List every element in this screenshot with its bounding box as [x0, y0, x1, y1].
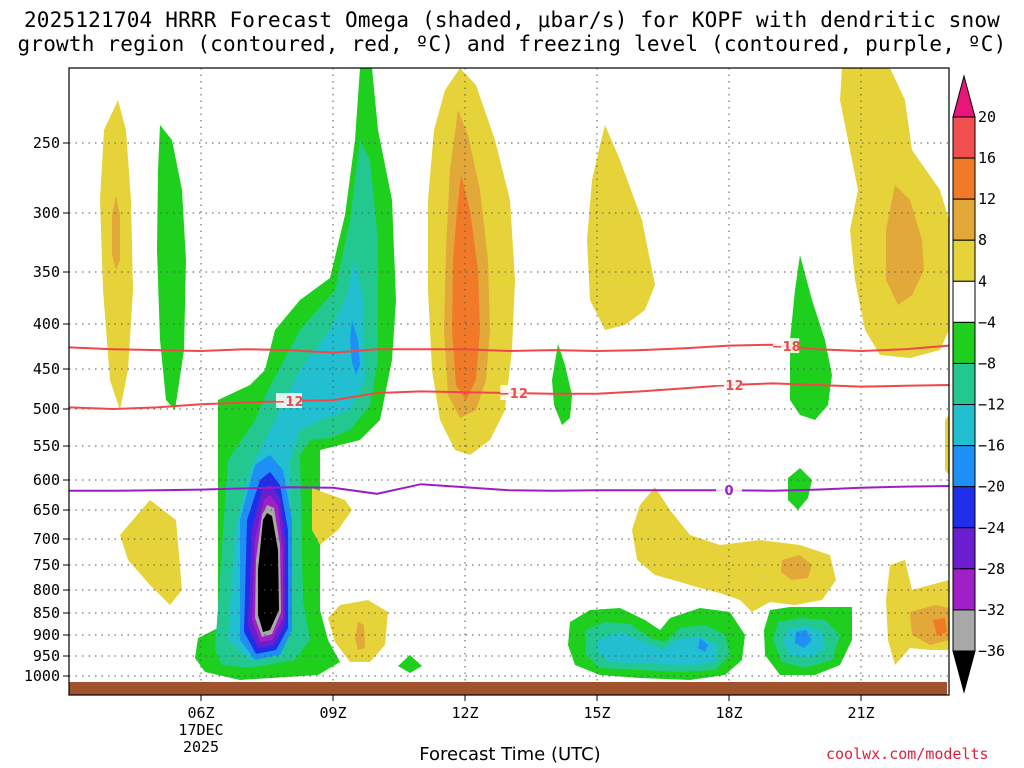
x-tick-label-12Z: 12Z — [451, 704, 478, 722]
isotherm-line-2 — [69, 483, 949, 495]
contour-label-bg-1-1 — [500, 385, 527, 401]
y-tick-label-350: 350 — [33, 263, 60, 281]
colorbar-bottom-arrow — [952, 650, 976, 694]
y-tick-label-700: 700 — [33, 530, 60, 548]
colorbar-box-m12_m8 — [952, 362, 976, 406]
omega-region-m20_m16-28 — [698, 638, 708, 652]
omega-region-m20_m16-3 — [350, 320, 360, 375]
y-tick-label-650: 650 — [33, 501, 60, 519]
x-axis-title: Forecast Time (UTC) — [419, 744, 601, 765]
colorbar-label-5: −4 — [978, 313, 996, 331]
y-tick-label-1000: 1000 — [24, 667, 60, 685]
contour-label-bg-1-0 — [276, 393, 302, 408]
plot-frame — [68, 67, 950, 696]
colorbar-box-m32_m28 — [952, 568, 976, 611]
y-tick-label-400: 400 — [33, 315, 60, 333]
pressure-axis: 250 300 350 400 450 500 550 600 650 700 750 800 850 9… — [24, 134, 69, 685]
omega-region-4_8-17 — [312, 488, 352, 545]
colorbar-label-9: −20 — [978, 478, 1005, 496]
y-tick-label-500: 500 — [33, 400, 60, 418]
chart-title: 2025121704 HRRR Forecast Omega (shaded, … — [0, 8, 1024, 56]
contour-label-1-2: −12 — [715, 379, 744, 394]
colorbar-box-m24_m20 — [952, 486, 976, 529]
x-tick-date: 17DEC — [178, 721, 223, 739]
colorbar-box-16_20 — [952, 116, 976, 159]
source-credit: coolwx.com/modelts — [826, 745, 989, 763]
ground-terrain-bar — [69, 682, 947, 695]
x-tick-label-06Z: 06Z — [187, 704, 214, 722]
colorbar-label-8: −16 — [978, 437, 1005, 455]
omega-region-12_16-16 — [452, 175, 480, 400]
chart-title-line-2: growth region (contoured, red, ºC) and f… — [17, 32, 1007, 56]
colorbar-label-10: −24 — [978, 519, 1005, 537]
y-tick-label-800: 800 — [33, 581, 60, 599]
colorbar-box-m28_m24 — [952, 527, 976, 570]
omega-region-m8_m4-34 — [788, 468, 812, 510]
colorbar-box-12_16 — [952, 157, 976, 200]
colorbar-label-3: 8 — [978, 231, 987, 249]
omega-region-m20_m16-32 — [795, 630, 812, 648]
omega-region-m8_m4-10 — [157, 125, 186, 410]
omega-colorbar: 20 16 12 8 4 −4 −8 −12 −16 −20 −24 −28 −32 −36 — [952, 74, 1005, 694]
colorbar-label-12: −32 — [978, 601, 1005, 619]
colorbar-label-0: 20 — [978, 108, 996, 126]
colorbar-top-arrow — [952, 74, 976, 118]
colorbar-box-m8_m4 — [952, 321, 976, 364]
isotherm-contour-layer: −18 −12 −12 −12 0 — [69, 338, 949, 499]
contour-label-bg-2-0 — [716, 482, 742, 498]
omega-region-4_8-13 — [120, 500, 182, 605]
y-tick-label-550: 550 — [33, 437, 60, 455]
contour-label-bg-1-2 — [716, 377, 742, 392]
y-tick-label-450: 450 — [33, 360, 60, 378]
omega-region-8_12-19 — [355, 622, 365, 650]
omega-region-m8_m4-20 — [398, 655, 422, 673]
colorbar-box-m4_4 — [952, 280, 976, 323]
omega-region-m8_m4-21 — [552, 344, 572, 425]
colorbar-label-2: 12 — [978, 190, 996, 208]
omega-region-12_16-40 — [933, 618, 947, 636]
colorbar-label-6: −8 — [978, 354, 996, 372]
colorbar-label-1: 16 — [978, 149, 996, 167]
isotherm-line-0 — [69, 343, 949, 354]
omega-region-8_12-24 — [781, 555, 812, 580]
y-tick-label-600: 600 — [33, 471, 60, 489]
contour-label-bg-0-0 — [773, 338, 800, 354]
y-tick-label-900: 900 — [33, 626, 60, 644]
y-tick-label-300: 300 — [33, 204, 60, 222]
x-tick-label-09Z: 09Z — [319, 704, 346, 722]
contour-label-0-0: −18 — [772, 340, 801, 355]
x-tick-label-18Z: 18Z — [715, 704, 742, 722]
colorbar-box-m16_m12 — [952, 404, 976, 447]
omega-region-lt36-9 — [258, 513, 279, 632]
omega-region-4_8-23 — [632, 487, 836, 612]
colorbar-label-11: −28 — [978, 560, 1005, 578]
chart-title-line-1: 2025121704 HRRR Forecast Omega (shaded, … — [23, 8, 1001, 32]
contour-label-1-0: −12 — [275, 395, 304, 410]
colorbar-label-7: −12 — [978, 396, 1005, 414]
omega-shading-layer — [100, 68, 949, 680]
contour-label-2-0: 0 — [724, 484, 733, 499]
contour-label-1-1: −12 — [499, 387, 528, 402]
y-tick-label-850: 850 — [33, 604, 60, 622]
omega-region-8_12-36 — [886, 185, 924, 305]
x-tick-label-21Z: 21Z — [847, 704, 874, 722]
colorbar-box-m36_m32 — [952, 609, 976, 652]
x-tick-year: 2025 — [183, 738, 219, 756]
omega-region-4_8-37 — [945, 415, 949, 475]
omega-region-m8_m4-33 — [790, 255, 832, 420]
omega-region-m16_m12-27 — [598, 632, 718, 666]
colorbar-label-13: −36 — [978, 642, 1005, 660]
colorbar-box-4_8 — [952, 239, 976, 282]
colorbar-box-8_12 — [952, 198, 976, 241]
y-tick-label-750: 750 — [33, 556, 60, 574]
omega-region-4_8-22 — [587, 125, 655, 330]
omega-region-8_12-12 — [112, 195, 120, 270]
colorbar-box-m20_m16 — [952, 445, 976, 488]
colorbar-label-4: 4 — [978, 272, 987, 290]
y-tick-label-250: 250 — [33, 134, 60, 152]
x-tick-label-15Z: 15Z — [583, 704, 610, 722]
y-tick-label-950: 950 — [33, 647, 60, 665]
